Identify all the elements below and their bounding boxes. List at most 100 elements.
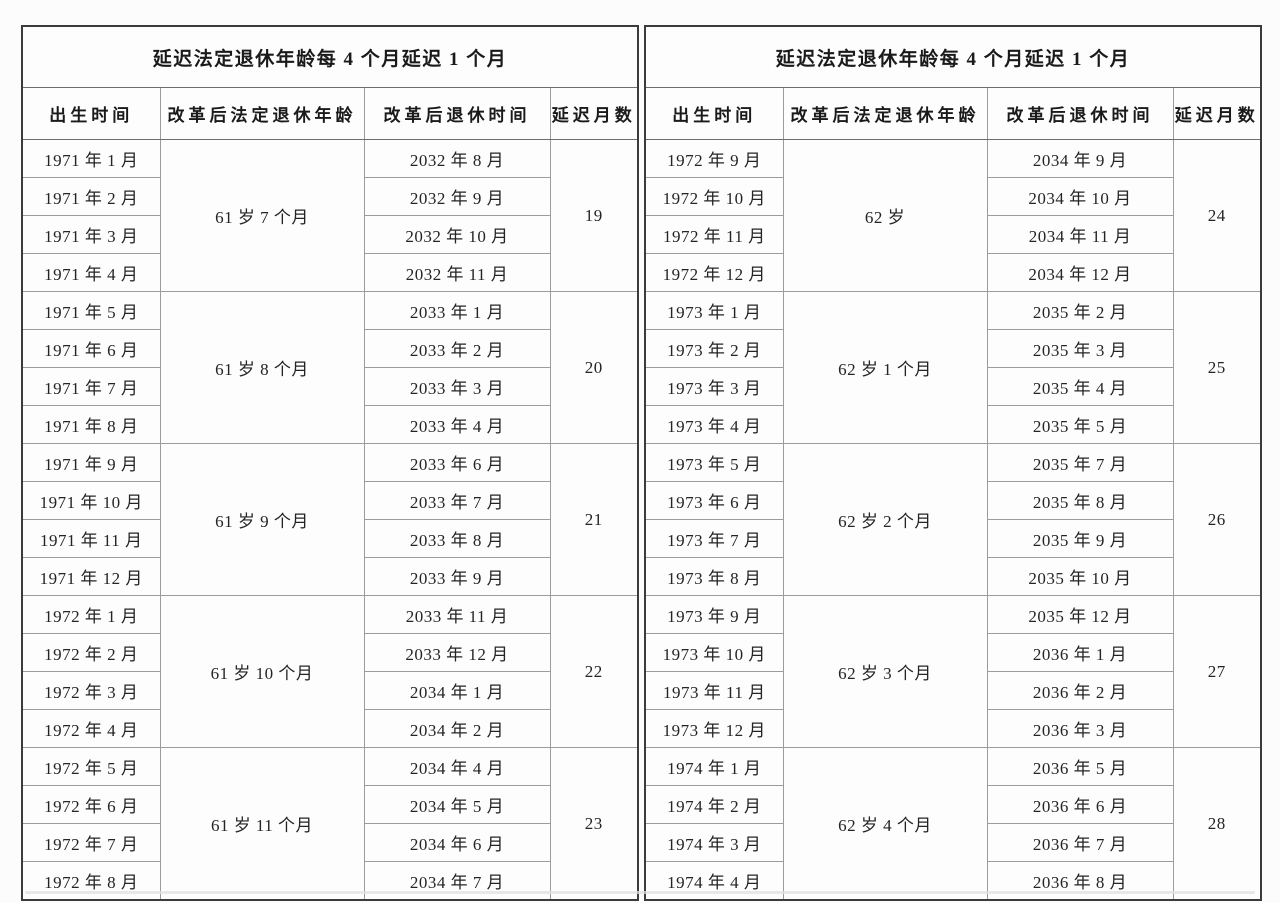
cell-birth-month: 1971 年 2 月: [21, 177, 161, 216]
cell-retirement-date: 2036 年 7 月: [986, 823, 1174, 862]
table-row: 1972 年 6 月 2034 年 5 月: [21, 785, 638, 824]
table-row: 1972 年 9 月 62 岁 2034 年 9 月 24: [644, 139, 1262, 292]
cell-retirement-date: 2032 年 10 月: [363, 215, 551, 254]
cell-retirement-date: 2033 年 12 月: [363, 633, 551, 672]
cell-retirement-date: 2034 年 12 月: [986, 253, 1174, 292]
cell-birth-month: 1972 年 2 月: [21, 633, 161, 672]
retirement-table-right: 延迟法定退休年龄每 4 个月延迟 1 个月 出生时间 改革后法定退休年龄 改革后退休时…: [644, 25, 1263, 901]
column-header-delay-months: 延迟月数: [1172, 87, 1262, 140]
cell-retirement-date: 2036 年 3 月: [986, 709, 1174, 748]
cell-birth-month: 1971 年 12 月: [21, 557, 161, 596]
cell-birth-month: 1974 年 1 月: [644, 747, 784, 786]
cell-retirement-date: 2033 年 1 月: [363, 291, 551, 330]
cell-retirement-date: 2035 年 9 月: [986, 519, 1174, 558]
cell-birth-month: 1971 年 7 月: [21, 367, 161, 406]
cell-retirement-date: 2035 年 10 月: [986, 557, 1174, 596]
table-row: 1971 年 4 月 2032 年 11 月: [21, 253, 638, 292]
cell-retirement-date: 2034 年 1 月: [363, 671, 551, 710]
cell-retirement-date: 2036 年 1 月: [986, 633, 1174, 672]
cell-retirement-date: 2033 年 8 月: [363, 519, 551, 558]
next-table-edge-ghost: [25, 891, 1255, 894]
cell-retirement-date: 2035 年 7 月: [986, 443, 1174, 482]
cell-birth-month: 1972 年 6 月: [21, 785, 161, 824]
cell-statutory-retirement-age: 62 岁 1 个月: [782, 291, 988, 444]
cell-retirement-date: 2032 年 9 月: [363, 177, 551, 216]
cell-statutory-retirement-age: 62 岁: [782, 139, 988, 292]
cell-statutory-retirement-age: 61 岁 8 个月: [159, 291, 365, 444]
table-row: 1972 年 2 月 2033 年 12 月: [21, 633, 638, 672]
cell-birth-month: 1971 年 4 月: [21, 253, 161, 292]
column-header-retirement-age: 改革后法定退休年龄: [782, 87, 988, 140]
table-row: 1972 年 1 月 61 岁 10 个月 2033 年 11 月 22: [21, 595, 639, 748]
table-row: 1973 年 10 月 2036 年 1 月: [644, 633, 1261, 672]
cell-retirement-date: 2036 年 2 月: [986, 671, 1174, 710]
cell-birth-month: 1971 年 10 月: [21, 481, 161, 520]
cell-birth-month: 1973 年 2 月: [644, 329, 784, 368]
table-row: 1974 年 2 月 2036 年 6 月: [644, 785, 1261, 824]
cell-birth-month: 1972 年 11 月: [644, 215, 784, 254]
cell-birth-month: 1971 年 5 月: [21, 291, 161, 330]
cell-birth-month: 1973 年 5 月: [644, 443, 784, 482]
cell-birth-month: 1971 年 6 月: [21, 329, 161, 368]
cell-delay-months: 19: [549, 139, 639, 292]
cell-statutory-retirement-age: 61 岁 7 个月: [159, 139, 365, 292]
cell-birth-month: 1971 年 3 月: [21, 215, 161, 254]
cell-retirement-date: 2034 年 7 月: [363, 861, 551, 901]
cell-birth-month: 1971 年 11 月: [21, 519, 161, 558]
table-row: 1971 年 9 月 61 岁 9 个月 2033 年 6 月 21: [21, 443, 639, 596]
cell-delay-months: 23: [549, 747, 639, 901]
table-row: 1971 年 2 月 2032 年 9 月: [21, 177, 638, 216]
cell-retirement-date: 2035 年 3 月: [986, 329, 1174, 368]
cell-retirement-date: 2036 年 8 月: [986, 861, 1174, 901]
cell-retirement-date: 2032 年 11 月: [363, 253, 551, 292]
cell-retirement-date: 2035 年 2 月: [986, 291, 1174, 330]
table-row: 1971 年 7 月 2033 年 3 月: [21, 367, 638, 406]
cell-retirement-date: 2035 年 4 月: [986, 367, 1174, 406]
cell-retirement-date: 2033 年 6 月: [363, 443, 551, 482]
cell-retirement-date: 2035 年 8 月: [986, 481, 1174, 520]
table-row: 1972 年 3 月 2034 年 1 月: [21, 671, 638, 710]
cell-retirement-date: 2034 年 2 月: [363, 709, 551, 748]
cell-birth-month: 1974 年 3 月: [644, 823, 784, 862]
cell-birth-month: 1973 年 1 月: [644, 291, 784, 330]
cell-birth-month: 1973 年 9 月: [644, 595, 784, 634]
table-row: 1971 年 3 月 2032 年 10 月: [21, 215, 638, 254]
cell-statutory-retirement-age: 61 岁 9 个月: [159, 443, 365, 596]
table-row: 1971 年 12 月 2033 年 9 月: [21, 557, 638, 596]
table-row: 1973 年 9 月 62 岁 3 个月 2035 年 12 月 27: [644, 595, 1262, 748]
table-row: 1973 年 6 月 2035 年 8 月: [644, 481, 1261, 520]
cell-birth-month: 1972 年 1 月: [21, 595, 161, 634]
cell-retirement-date: 2034 年 9 月: [986, 139, 1174, 178]
cell-delay-months: 22: [549, 595, 639, 748]
cell-retirement-date: 2033 年 11 月: [363, 595, 551, 634]
cell-birth-month: 1972 年 4 月: [21, 709, 161, 748]
cell-birth-month: 1974 年 2 月: [644, 785, 784, 824]
cell-statutory-retirement-age: 62 岁 3 个月: [782, 595, 988, 748]
cell-statutory-retirement-age: 61 岁 11 个月: [159, 747, 365, 901]
table-title: 延迟法定退休年龄每 4 个月延迟 1 个月: [644, 25, 1262, 88]
cell-birth-month: 1972 年 7 月: [21, 823, 161, 862]
cell-retirement-date: 2036 年 5 月: [986, 747, 1174, 786]
cell-birth-month: 1973 年 10 月: [644, 633, 784, 672]
table-row: 1972 年 4 月 2034 年 2 月: [21, 709, 638, 748]
cell-delay-months: 26: [1172, 443, 1262, 596]
column-header-birth-date: 出生时间: [644, 87, 784, 140]
cell-delay-months: 24: [1172, 139, 1262, 292]
cell-birth-month: 1973 年 7 月: [644, 519, 784, 558]
table-row: 1972 年 10 月 2034 年 10 月: [644, 177, 1261, 216]
cell-birth-month: 1974 年 4 月: [644, 861, 784, 901]
table-title: 延迟法定退休年龄每 4 个月延迟 1 个月: [21, 25, 639, 88]
table-row: 1971 年 10 月 2033 年 7 月: [21, 481, 638, 520]
table-row: 1973 年 11 月 2036 年 2 月: [644, 671, 1261, 710]
cell-birth-month: 1971 年 8 月: [21, 405, 161, 444]
table-row: 1972 年 11 月 2034 年 11 月: [644, 215, 1261, 254]
cell-birth-month: 1972 年 10 月: [644, 177, 784, 216]
cell-birth-month: 1972 年 8 月: [21, 861, 161, 901]
cell-statutory-retirement-age: 62 岁 2 个月: [782, 443, 988, 596]
cell-delay-months: 27: [1172, 595, 1262, 748]
table-row: 1974 年 1 月 62 岁 4 个月 2036 年 5 月 28: [644, 747, 1262, 901]
column-header-delay-months: 延迟月数: [549, 87, 639, 140]
cell-delay-months: 21: [549, 443, 639, 596]
cell-birth-month: 1972 年 5 月: [21, 747, 161, 786]
cell-birth-month: 1972 年 3 月: [21, 671, 161, 710]
